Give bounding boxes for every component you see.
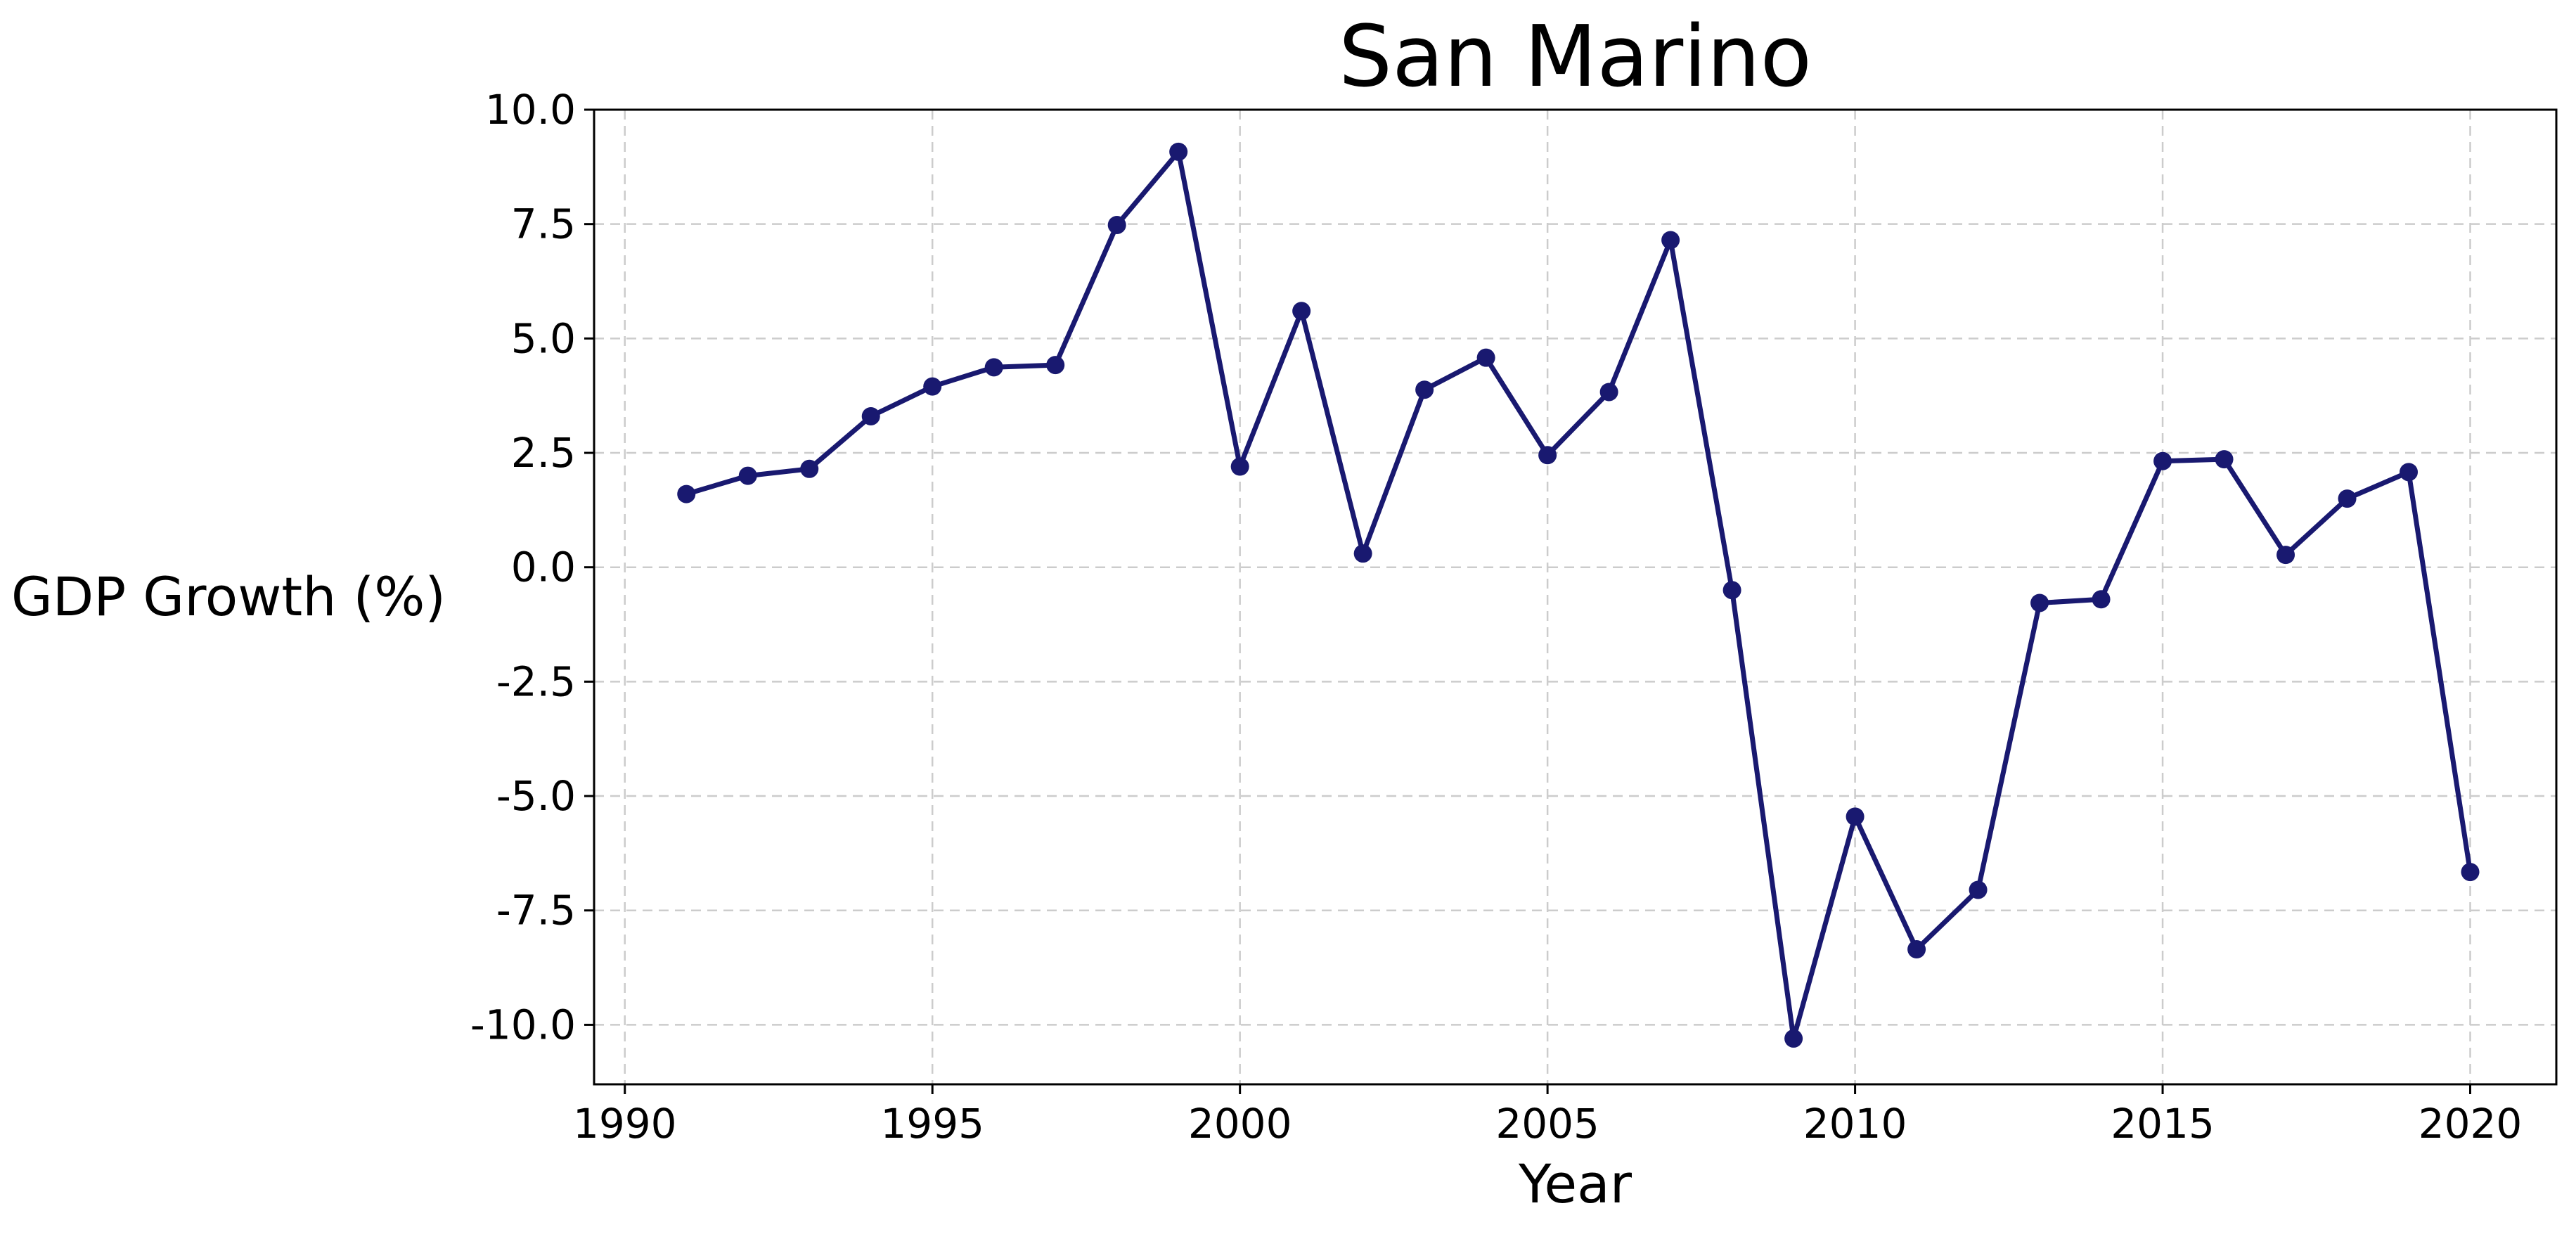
data-point (1661, 231, 1680, 250)
data-point (1107, 215, 1126, 234)
y-tick-label: -10.0 (470, 1001, 576, 1048)
data-point (2030, 593, 2049, 612)
y-tick-label: 0.0 (511, 544, 576, 591)
y-tick-label: -2.5 (496, 657, 576, 705)
data-point (2153, 451, 2172, 470)
data-point (1599, 383, 1618, 402)
y-tick-label: 5.0 (511, 314, 576, 362)
x-tick-label: 2005 (1495, 1100, 1599, 1148)
data-series (677, 142, 2480, 1048)
data-point (2461, 863, 2480, 882)
x-axis-label: Year (1518, 1153, 1632, 1215)
data-point (984, 358, 1003, 377)
y-tick-label: 7.5 (511, 200, 576, 248)
data-point (1722, 581, 1741, 600)
x-tick-label: 2015 (2111, 1100, 2215, 1148)
data-point (1538, 446, 1557, 465)
x-tick-label: 2020 (2419, 1100, 2523, 1148)
data-point (2215, 450, 2234, 469)
data-point (1292, 302, 1311, 321)
data-point (1230, 457, 1249, 476)
data-point (2276, 546, 2295, 565)
data-point (1907, 940, 1926, 959)
data-point (1046, 356, 1065, 375)
data-point (1476, 348, 1495, 367)
data-point (2338, 489, 2357, 508)
grid-lines (594, 108, 2556, 1084)
data-point (1353, 544, 1372, 563)
data-point (2400, 463, 2419, 482)
data-point (1169, 142, 1188, 161)
x-tick-label: 1995 (880, 1100, 984, 1148)
axis-ticks: 1990 1995 2000 2005 2010 2015 2020 10.0 7.5 5.0 2.… (470, 86, 2522, 1148)
data-point (800, 459, 819, 478)
data-point (677, 484, 696, 503)
axes-frame (593, 108, 2558, 1086)
data-point (861, 406, 880, 425)
data-point (2092, 590, 2111, 609)
y-tick-label: 2.5 (511, 429, 576, 477)
series-line (683, 149, 2473, 1041)
data-point (1969, 880, 1988, 899)
x-tick-label: 1990 (573, 1100, 677, 1148)
chart-title: San Marino (1339, 8, 1812, 106)
x-tick-label: 2010 (1803, 1100, 1907, 1148)
x-tick-label: 2000 (1188, 1100, 1292, 1148)
y-tick-label: -7.5 (496, 887, 576, 935)
y-tick-label: -5.0 (496, 772, 576, 820)
data-point (923, 377, 942, 396)
y-tick-label: 10.0 (485, 86, 576, 134)
data-point (1846, 807, 1865, 826)
data-point (738, 466, 757, 485)
data-point (1784, 1029, 1803, 1048)
y-axis-label: GDP Growth (%) (11, 565, 446, 628)
data-point (1415, 380, 1434, 399)
